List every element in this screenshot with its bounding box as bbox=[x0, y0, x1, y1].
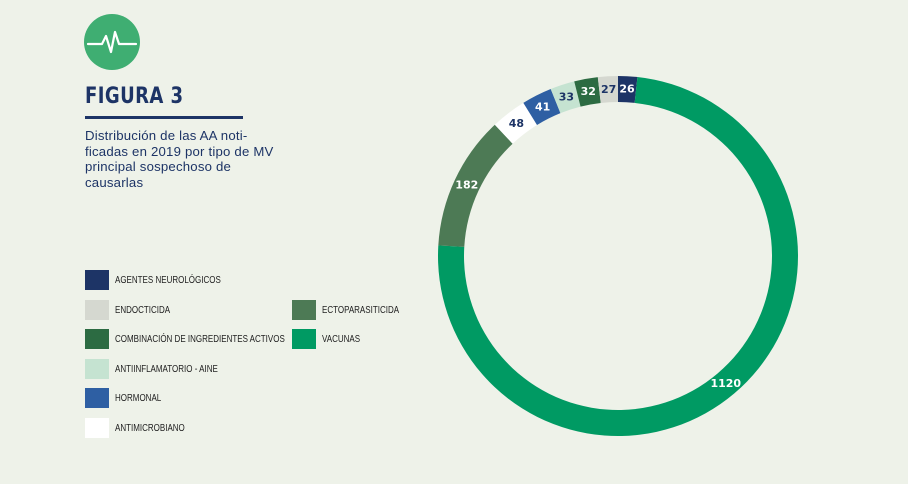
legend-label: Vacunas bbox=[322, 333, 361, 345]
slice-value-label: 32 bbox=[581, 85, 596, 98]
legend-swatch bbox=[292, 300, 316, 320]
donut-slice bbox=[574, 77, 601, 107]
legend-item: Endocticida bbox=[85, 299, 184, 321]
title-divider bbox=[85, 116, 243, 119]
legend-swatch bbox=[85, 359, 109, 379]
legend-label: Antiinflamatorio - AINE bbox=[115, 363, 218, 375]
slice-value-label: 26 bbox=[619, 83, 635, 96]
slice-value-label: 33 bbox=[559, 91, 574, 104]
legend-label: Antimicrobiano bbox=[115, 422, 185, 434]
legend-item: Antiinflamatorio - AINE bbox=[85, 358, 244, 380]
legend-swatch bbox=[292, 329, 316, 349]
donut-slice bbox=[494, 102, 538, 144]
legend-swatch bbox=[85, 329, 109, 349]
legend-item: Ectoparasiticida bbox=[292, 299, 418, 321]
donut-slice bbox=[618, 76, 638, 103]
figure-description: Distribución de las AA noti-ficadas en 2… bbox=[85, 128, 274, 190]
donut-slice bbox=[438, 124, 513, 247]
slice-value-label: 1120 bbox=[710, 377, 741, 390]
donut-slice bbox=[597, 76, 618, 103]
legend-item: Combinación de ingredientes activos bbox=[85, 328, 327, 350]
legend-label: Ectoparasiticida bbox=[322, 304, 400, 316]
legend-label: Endocticida bbox=[115, 304, 171, 316]
donut-slice bbox=[523, 89, 561, 126]
heartbeat-icon bbox=[86, 30, 138, 54]
legend-swatch bbox=[85, 418, 109, 438]
legend-swatch bbox=[85, 300, 109, 320]
legend-label: Hormonal bbox=[115, 392, 162, 404]
slice-value-label: 27 bbox=[601, 83, 616, 96]
legend-swatch bbox=[85, 270, 109, 290]
legend-item: Agentes neurológicos bbox=[85, 269, 247, 291]
slice-value-label: 41 bbox=[535, 100, 550, 113]
logo-badge bbox=[84, 14, 140, 70]
slice-value-label: 182 bbox=[455, 179, 478, 192]
legend-swatch bbox=[85, 388, 109, 408]
legend-label: Agentes neurológicos bbox=[115, 274, 221, 286]
legend-item: Hormonal bbox=[85, 387, 173, 409]
slice-value-label: 48 bbox=[509, 117, 524, 130]
legend-item: Antimicrobiano bbox=[85, 417, 202, 439]
donut-slice bbox=[550, 81, 581, 114]
legend-item: Vacunas bbox=[292, 328, 370, 350]
figure-title: FIGURA 3 bbox=[85, 84, 184, 109]
legend-label: Combinación de ingredientes activos bbox=[115, 333, 285, 345]
